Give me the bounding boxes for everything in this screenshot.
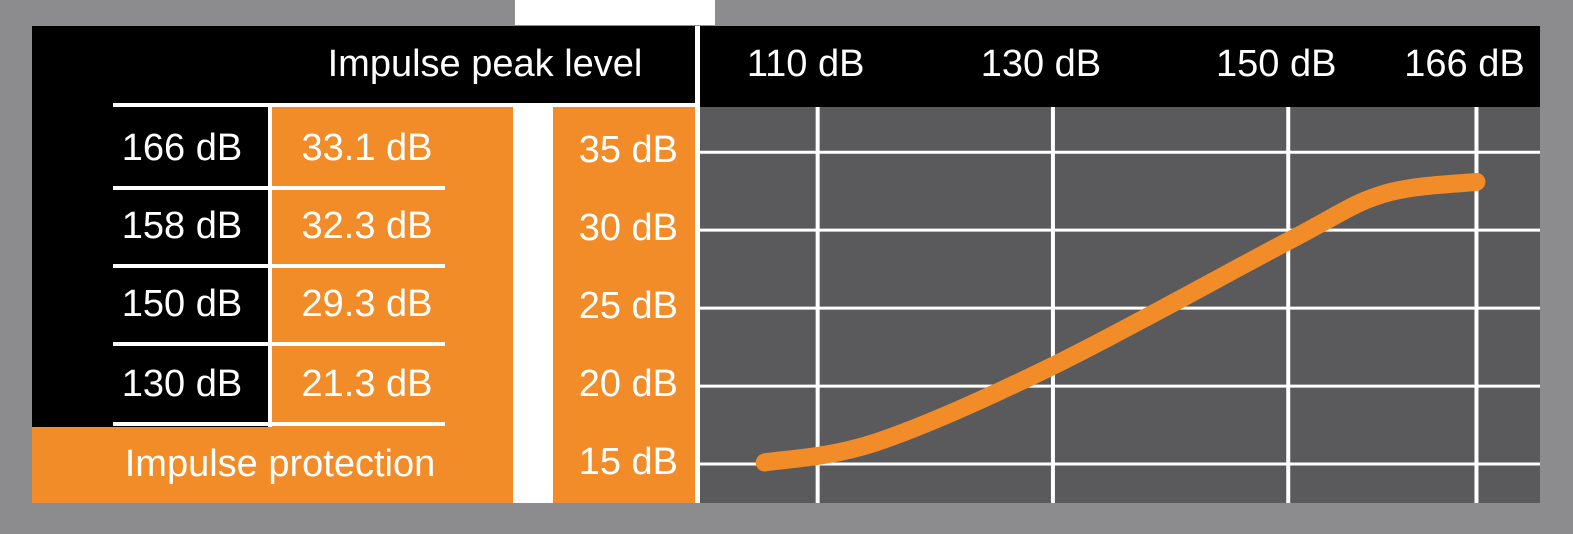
y-tick-label: 15 dB (579, 441, 678, 483)
row-rule (113, 186, 445, 190)
row-protection: 33.1 dB (302, 127, 433, 169)
plot-area (700, 107, 1540, 503)
row-protection: 32.3 dB (302, 205, 433, 247)
y-axis-band (553, 107, 695, 503)
separator (513, 107, 553, 503)
row-protection: 21.3 dB (302, 363, 433, 405)
footer-band (32, 427, 513, 503)
y-tick-label: 35 dB (579, 129, 678, 171)
y-tick-label: 20 dB (579, 363, 678, 405)
x-tick-label: 110 dB (747, 43, 865, 85)
header-rule (113, 103, 695, 107)
y-tick-label: 25 dB (579, 285, 678, 327)
x-tick-label: 150 dB (1216, 43, 1336, 85)
thumbnail (515, 0, 715, 25)
y-tick-label: 30 dB (579, 207, 678, 249)
row-rule (113, 422, 445, 426)
table-header: Impulse peak level (328, 43, 643, 85)
row-rule (113, 342, 445, 346)
row-level: 130 dB (122, 363, 242, 405)
x-tick-label: 130 dB (981, 43, 1101, 85)
row-level: 166 dB (122, 127, 242, 169)
table-footer: Impulse protection (125, 443, 436, 485)
divider (695, 26, 700, 503)
line (755, 172, 1486, 472)
row-protection: 29.3 dB (302, 283, 433, 325)
row-level: 158 dB (122, 205, 242, 247)
row-level: 150 dB (122, 283, 242, 325)
row-rule (113, 264, 445, 268)
x-tick-label: 166 dB (1404, 43, 1524, 85)
